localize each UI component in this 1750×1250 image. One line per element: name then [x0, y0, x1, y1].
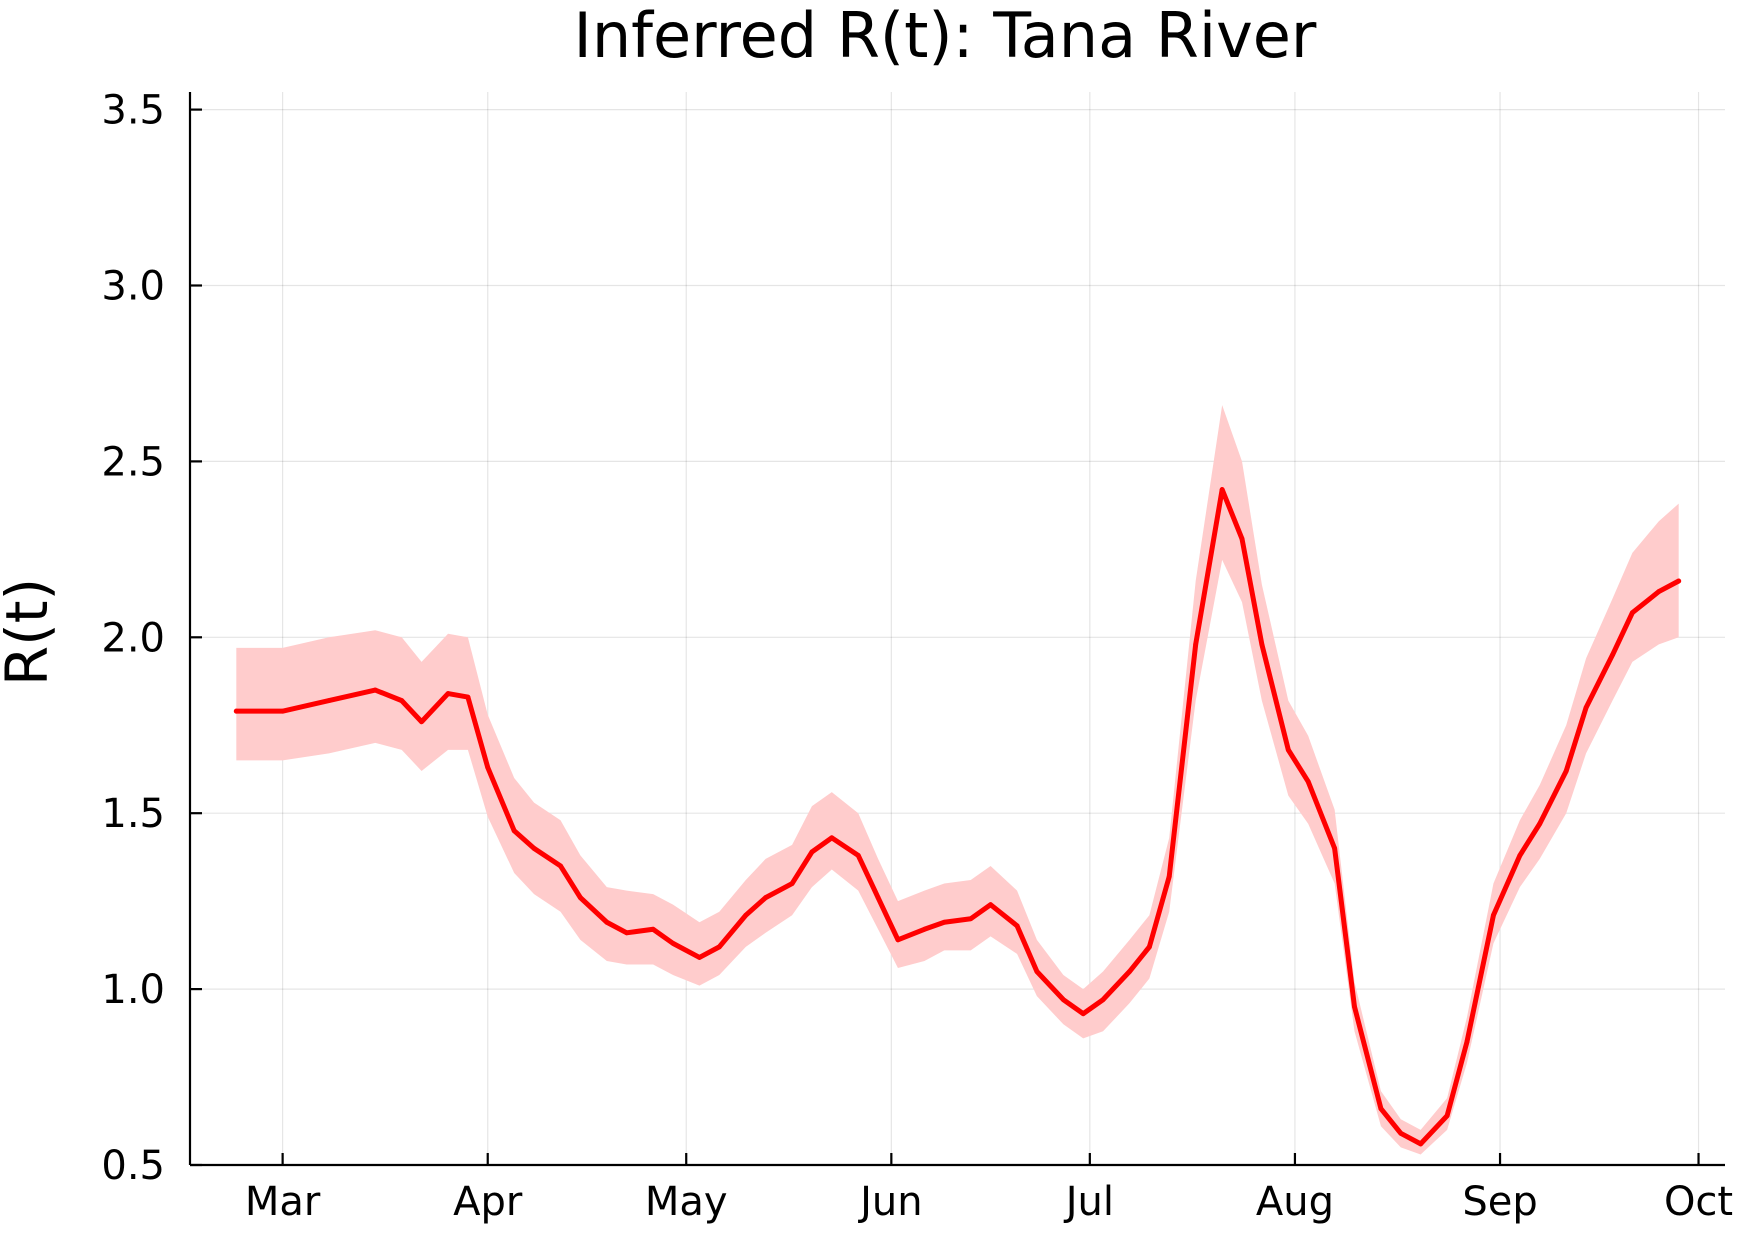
rt-point — [604, 919, 610, 925]
rt-point — [233, 708, 239, 714]
rt-point — [511, 828, 517, 834]
rt-point — [1060, 997, 1066, 1003]
x-tick-label: Jul — [1063, 1179, 1114, 1225]
rt-point — [1378, 1106, 1384, 1112]
rt-point — [697, 955, 702, 960]
rt-point — [1517, 853, 1523, 858]
rt-point — [326, 698, 332, 704]
rt-point — [829, 835, 835, 841]
rt-point — [716, 944, 722, 950]
y-axis-ticks: 0.5 1.0 1.5 2.0 2.5 3.0 3.5 — [101, 88, 202, 1189]
rt-point — [922, 926, 927, 932]
rt-point — [1014, 923, 1020, 929]
rt-point — [1444, 1113, 1450, 1119]
x-tick-label: Aug — [1256, 1179, 1334, 1225]
rt-point — [1219, 487, 1225, 492]
x-tick-label: Mar — [245, 1179, 321, 1225]
rt-point — [855, 853, 861, 858]
rt-point — [789, 881, 795, 886]
rt-point — [1656, 589, 1662, 594]
x-tick-label: May — [645, 1179, 728, 1225]
rt-point — [1127, 969, 1132, 974]
rt-point — [1398, 1130, 1404, 1136]
x-tick-label: Jun — [857, 1179, 923, 1225]
rt-point — [1676, 578, 1682, 584]
rt-point — [1080, 1011, 1086, 1017]
rt-point — [809, 849, 815, 855]
rt-point — [445, 691, 451, 696]
rt-point — [558, 863, 563, 869]
rt-point — [280, 708, 286, 714]
rt-point — [1491, 912, 1496, 918]
rt-point — [1285, 747, 1291, 753]
x-axis-ticks: Mar Apr May Jun Jul Aug Sep Oct — [245, 1153, 1733, 1225]
y-tick-label: 0.5 — [101, 1143, 165, 1189]
rt-point — [968, 916, 974, 922]
rt-point — [399, 698, 405, 704]
rt-point — [624, 930, 630, 936]
rt-point — [941, 919, 947, 925]
y-tick-label: 3.0 — [101, 263, 165, 309]
rt-point — [1193, 641, 1199, 647]
x-tick-label: Oct — [1664, 1179, 1733, 1225]
rt-point — [670, 940, 676, 946]
rt-point — [1100, 997, 1106, 1003]
rt-point — [1583, 705, 1589, 711]
rt-point — [1537, 821, 1543, 827]
rt-point — [1239, 536, 1245, 542]
rt-point — [988, 902, 993, 908]
rt-point — [763, 895, 769, 901]
x-tick-label: Apr — [453, 1179, 523, 1225]
y-tick-label: 2.0 — [101, 615, 165, 661]
rt-point — [1464, 1039, 1470, 1045]
chart-title: Inferred R(t): Tana River — [574, 0, 1317, 72]
rt-point — [650, 926, 656, 932]
rt-point — [1332, 845, 1338, 851]
rt-point — [1146, 944, 1152, 950]
rt-point — [1352, 1004, 1357, 1010]
rt-point — [743, 912, 749, 918]
interval-band-0 — [236, 405, 1679, 1155]
rt-point — [531, 845, 537, 851]
x-tick-label: Sep — [1462, 1179, 1537, 1225]
axes — [188, 92, 1725, 1167]
rt-point — [1610, 652, 1615, 658]
rt-point — [1259, 641, 1265, 647]
rt-point — [1563, 768, 1569, 774]
rt-point — [1305, 779, 1311, 784]
y-tick-label: 1.0 — [101, 967, 165, 1013]
rt-point — [875, 895, 881, 901]
rt-point — [485, 765, 491, 770]
rt-point — [577, 895, 583, 901]
y-tick-label: 2.5 — [101, 439, 165, 485]
y-tick-label: 3.5 — [101, 88, 165, 134]
y-tick-label: 1.5 — [101, 791, 165, 837]
rt-point — [419, 719, 424, 725]
rt-point — [372, 687, 378, 693]
credible-interval-band — [236, 405, 1679, 1155]
grid — [190, 92, 1725, 1166]
rt-point — [1629, 610, 1635, 616]
rt-point — [1418, 1141, 1424, 1147]
y-axis-label: R(t) — [0, 578, 61, 686]
rt-line-series — [233, 487, 1682, 1147]
rt-point — [465, 694, 471, 700]
rt-point — [895, 937, 901, 943]
rt-point — [1166, 874, 1172, 879]
rt-point — [1034, 969, 1040, 974]
